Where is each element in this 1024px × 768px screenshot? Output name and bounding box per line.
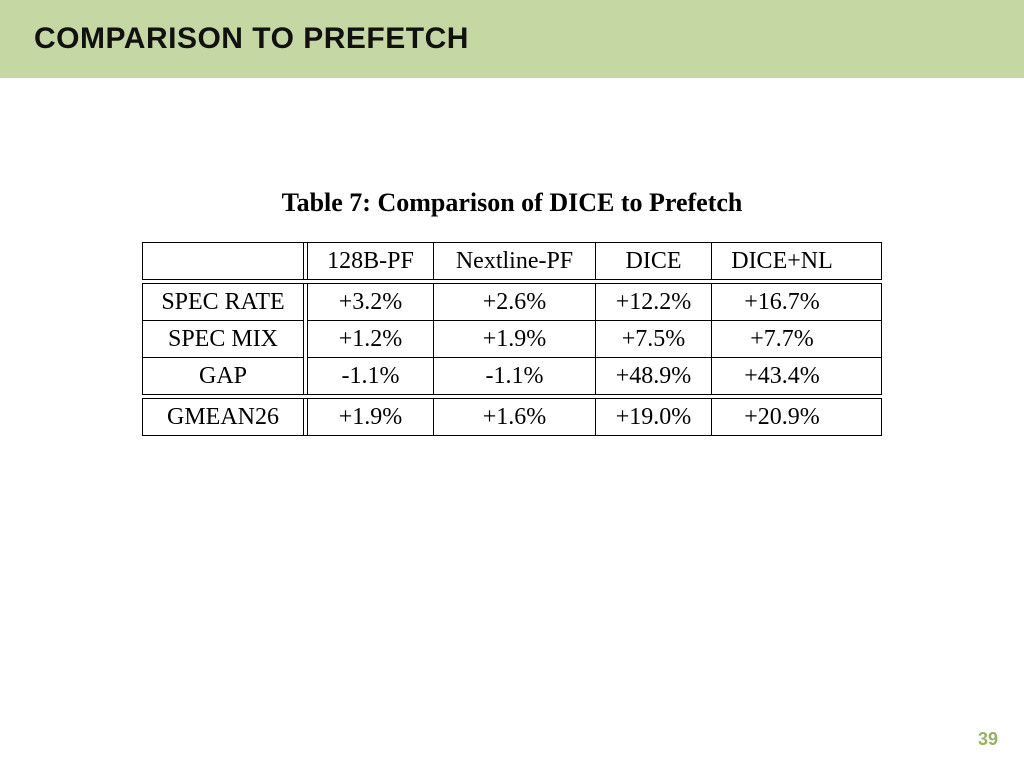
table-cell: +19.0% — [596, 399, 712, 435]
slide-content: Table 7: Comparison of DICE to Prefetch … — [0, 78, 1024, 436]
row-label: SPEC MIX — [143, 321, 303, 357]
table-cell: +48.9% — [596, 358, 712, 394]
table-caption: Table 7: Comparison of DICE to Prefetch — [282, 188, 743, 218]
column-header: DICE+NL — [712, 243, 852, 279]
table-header-group: 128B-PF Nextline-PF DICE DICE+NL — [142, 242, 882, 280]
comparison-table: 128B-PF Nextline-PF DICE DICE+NL SPEC RA… — [142, 242, 882, 436]
table-body-group: GMEAN26 +1.9% +1.6% +19.0% +20.9% — [142, 398, 882, 436]
table-cell: -1.1% — [434, 358, 596, 394]
table-body-group: SPEC RATE SPEC MIX GAP +3.2% +2.6% +12.2… — [142, 283, 882, 395]
header-bar: COMPARISON TO PREFETCH — [0, 0, 1024, 78]
table-cell: -1.1% — [308, 358, 434, 394]
table-cell: +7.7% — [712, 321, 852, 357]
row-label: GAP — [143, 358, 303, 394]
table-cell: +1.9% — [308, 399, 434, 435]
table-cell: +1.6% — [434, 399, 596, 435]
table-cell: +43.4% — [712, 358, 852, 394]
table-corner-cell — [143, 243, 303, 249]
table-cell: +2.6% — [434, 284, 596, 320]
column-header: DICE — [596, 243, 712, 279]
row-label: SPEC RATE — [143, 284, 303, 320]
slide-title: COMPARISON TO PREFETCH — [34, 22, 469, 56]
column-header: 128B-PF — [308, 243, 434, 279]
table-cell: +20.9% — [712, 399, 852, 435]
table-cell: +16.7% — [712, 284, 852, 320]
column-header: Nextline-PF — [434, 243, 596, 279]
table-cell: +1.2% — [308, 321, 434, 357]
row-label: GMEAN26 — [143, 399, 303, 435]
table-cell: +3.2% — [308, 284, 434, 320]
table-cell: +7.5% — [596, 321, 712, 357]
table-cell: +12.2% — [596, 284, 712, 320]
table-cell: +1.9% — [434, 321, 596, 357]
page-number: 39 — [978, 729, 998, 750]
